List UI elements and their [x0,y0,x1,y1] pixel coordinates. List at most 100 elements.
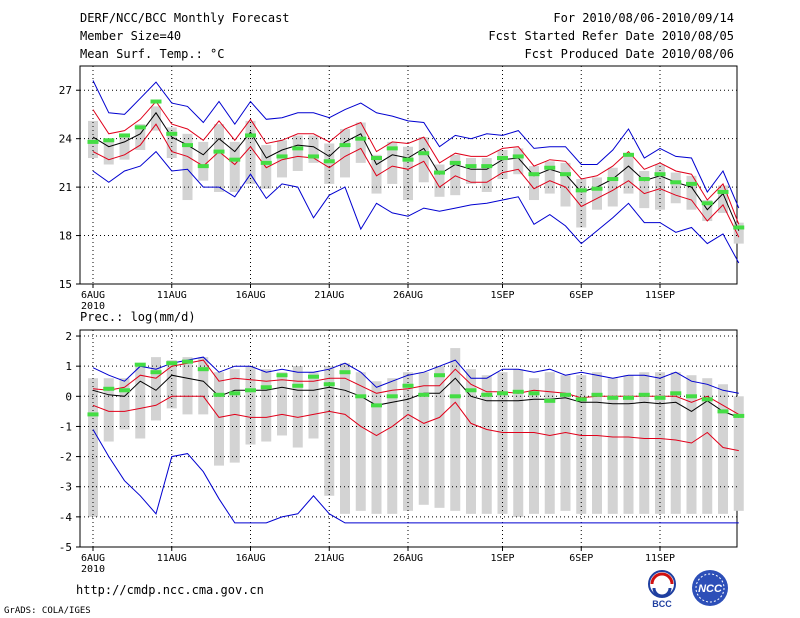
observed-marker-39 [701,397,713,402]
top-panel-variable-label: Mean Surf. Temp.: °C [80,47,225,61]
observed-marker-3 [134,125,146,130]
observed-marker-13 [292,146,304,151]
observed-marker-17 [355,394,367,399]
y-tick-label: -1 [59,420,72,433]
observed-marker-35 [638,177,650,182]
spread-box-6 [182,357,193,415]
observed-marker-21 [418,392,430,397]
observed-marker-19 [386,394,398,399]
spread-box-40 [718,185,728,213]
observed-marker-10 [245,388,256,393]
observed-marker-30 [560,392,571,397]
observed-marker-10 [245,133,256,138]
spread-box-23 [450,154,461,196]
observed-marker-26 [497,156,508,161]
observed-marker-7 [197,367,209,372]
forecast-produced-label: Fcst Produced Date 2010/08/06 [524,47,734,61]
observed-marker-15 [323,159,335,164]
x-tick-label: 16AUG [235,553,265,564]
observed-marker-25 [481,164,493,169]
observed-marker-29 [544,165,556,170]
spread-box-5 [166,360,177,409]
spread-box-8 [214,124,224,192]
spread-box-14 [308,372,319,439]
observed-marker-14 [308,154,319,159]
spread-box-9 [229,141,240,192]
observed-marker-4 [150,370,162,375]
spread-box-32 [592,177,602,210]
x-year-label: 2010 [81,564,105,575]
spread-box-39 [702,200,713,222]
spread-box-20 [403,372,413,511]
observed-marker-8 [213,392,225,397]
x-tick-label: 21AUG [314,290,344,301]
spread-box-28 [529,378,539,514]
spread-box-29 [544,372,555,514]
x-tick-label: 26AUG [393,553,423,564]
observed-marker-37 [670,180,682,185]
spread-box-32 [592,372,602,514]
observed-marker-41 [733,413,745,418]
spread-box-19 [387,378,398,514]
observed-marker-7 [197,164,209,169]
spread-box-28 [529,166,539,201]
spread-box-25 [481,158,492,192]
spread-box-31 [576,375,587,514]
observed-marker-13 [292,383,304,388]
spread-box-38 [686,175,697,210]
spread-box-19 [387,141,398,184]
member-size-label: Member Size=40 [80,29,182,43]
y-tick-label: 1 [65,360,72,373]
spread-box-0 [88,120,98,159]
observed-marker-33 [607,177,619,182]
observed-marker-36 [654,172,666,177]
observed-marker-28 [528,391,540,396]
max-line [92,356,739,394]
observed-marker-1 [103,386,115,391]
spread-box-1 [103,378,114,442]
spread-box-3 [135,363,146,439]
y-tick-label: 0 [65,390,72,403]
spread-box-11 [261,369,272,442]
spread-box-26 [497,372,508,514]
spread-box-16 [340,363,350,514]
observed-marker-23 [449,160,461,165]
spread-box-7 [198,357,209,415]
spread-box-23 [450,348,461,511]
ensemble-mean-line [92,111,740,231]
min-line [92,150,740,264]
observed-marker-15 [323,382,335,387]
observed-marker-0 [87,139,99,144]
ensemble-mean-line [92,374,739,418]
forecast-period-label: For 2010/08/06-2010/09/14 [553,11,734,25]
x-tick-label: 16AUG [235,290,265,301]
observed-marker-25 [481,392,493,397]
spread-box-8 [214,372,224,466]
spread-box-36 [655,372,665,514]
observed-marker-18 [371,403,382,408]
spread-box-27 [513,369,524,517]
observed-marker-5 [166,131,178,136]
ncc-logo-text: NCC [698,583,723,595]
observed-marker-17 [355,136,367,141]
panel-1: 15 18 21 24 27 6AUG 11AUG 16AUG 21AUG 26AUG 1SEP 6S… [59,65,745,312]
spread-box-22 [434,164,445,197]
x-tick-label: 11SEP [645,553,675,564]
spread-box-21 [418,372,429,505]
observed-marker-26 [497,391,508,396]
spread-box-30 [560,375,571,511]
observed-marker-19 [386,146,398,151]
spread-box-29 [544,161,555,194]
y-tick-label: 27 [59,84,72,97]
spread-box-27 [513,148,524,175]
spread-box-40 [718,384,728,514]
observed-marker-39 [701,201,713,206]
x-tick-label: 1SEP [490,553,514,564]
bcc-logo: BCC [648,570,676,609]
observed-marker-35 [638,392,650,397]
x-tick-label: 6SEP [569,553,593,564]
observed-marker-24 [465,388,477,393]
observed-marker-16 [339,143,351,148]
observed-marker-22 [434,170,445,175]
